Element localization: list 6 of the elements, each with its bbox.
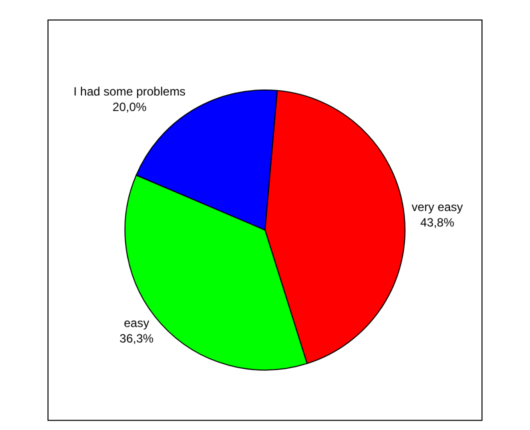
data-label: 36,3% — [120, 332, 154, 346]
slice-label: I had some problems — [74, 84, 186, 98]
data-label: 20,0% — [112, 100, 147, 114]
data-label: 43,8% — [420, 215, 455, 230]
slice-label: very easy — [412, 200, 463, 214]
slice-label: easy — [124, 316, 150, 330]
